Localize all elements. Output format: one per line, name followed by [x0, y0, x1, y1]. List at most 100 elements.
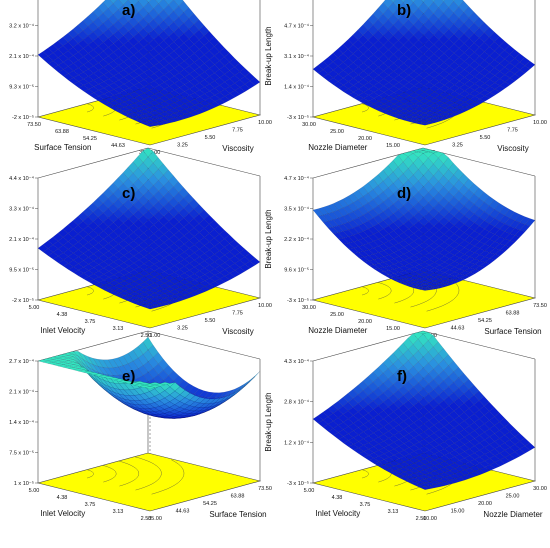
surface-mesh	[37, 0, 261, 127]
z-tick-label: 7.5 x 10⁻⁵	[9, 450, 34, 457]
panel-label: d)	[397, 185, 412, 202]
x-tick-label: 3.75	[85, 502, 96, 508]
y-tick-label: 73.50	[258, 486, 272, 492]
contour-line	[151, 459, 185, 495]
z-tick-label: 9.5 x 10⁻⁵	[9, 267, 34, 274]
z-axis-label: Break-up Length	[264, 26, 273, 85]
x-tick-label: 3.13	[113, 326, 124, 332]
z-tick-label: 3.5 x 10⁻⁴	[284, 206, 309, 213]
x-tick-label: 4.38	[57, 312, 68, 318]
box-edge	[147, 147, 261, 177]
x-tick-label: 3.75	[85, 319, 96, 325]
surface-plot-c: 4.4 x 10⁻⁴ 3.3 x 10⁻⁴ 2.1 x 10⁻⁴ 9.5 x 10⁻⁵…	[0, 147, 275, 365]
y-tick-label: 15.00	[451, 509, 465, 515]
y-tick-label: 44.63	[176, 509, 190, 515]
y-tick-label: 1.00	[150, 333, 161, 339]
z-tick-label: 4.7 x 10⁻⁴	[284, 23, 309, 30]
surface-mesh	[312, 330, 536, 490]
y-tick-label: 3.25	[452, 143, 463, 149]
box-edge	[37, 147, 149, 179]
y-tick-label: 5.50	[205, 135, 216, 141]
surface-svg: 4.3 x 10⁻⁴ 2.8 x 10⁻⁴ 1.2 x 10⁻⁴ -3 x 10⁻⁵ B…	[264, 330, 547, 522]
z-tick-label: 2.8 x 10⁻⁴	[284, 399, 309, 406]
contour-line	[86, 103, 94, 113]
y-tick-label: 25.00	[506, 494, 520, 500]
x-axis-label: Nozzle Diameter	[308, 143, 367, 152]
contour-line	[118, 460, 140, 487]
x-tick-label: 5.00	[304, 488, 315, 494]
z-tick-label: 1.4 x 10⁻⁴	[284, 84, 309, 91]
contour-line	[361, 286, 369, 296]
x-axis-label: Nozzle Diameter	[308, 326, 367, 335]
z-tick-label: -3 x 10⁻⁵	[287, 480, 309, 487]
panel-label: a)	[122, 2, 136, 19]
box-edge	[147, 330, 261, 360]
x-tick-label: 3.13	[113, 509, 124, 515]
surface-plot-d: 4.7 x 10⁻⁴ 3.5 x 10⁻⁴ 2.2 x 10⁻⁴ 9.6 x 10⁻⁵…	[264, 147, 550, 365]
contour-line	[86, 286, 94, 296]
y-tick-label: 7.75	[232, 128, 243, 134]
y-tick-label: 44.63	[451, 326, 465, 332]
surface-mesh	[37, 147, 261, 310]
x-axis-label: Inlet Velocity	[40, 509, 85, 518]
x-tick-label: 2.50	[141, 516, 152, 522]
box-edge	[422, 330, 536, 360]
x-tick-label: 54.25	[83, 136, 97, 142]
contour-line	[361, 469, 369, 479]
box-edge	[312, 330, 424, 362]
x-tick-label: 3.13	[388, 509, 399, 515]
y-tick-label: 10.00	[258, 120, 272, 126]
surface-svg: 6.4 x 10⁻⁴4.7 x 10⁻⁴3.1 x 10⁻⁴1.4 x 10⁻⁴…	[264, 0, 547, 156]
panel-label: c)	[122, 185, 136, 202]
x-tick-label: 73.50	[27, 122, 41, 128]
y-tick-label: 63.88	[506, 311, 520, 317]
z-axis-label: Break-up Length	[264, 392, 273, 451]
x-tick-label: 15.00	[386, 143, 400, 149]
y-tick-label: 20.00	[478, 501, 492, 507]
box-edge	[312, 147, 424, 179]
z-tick-label: 4.3 x 10⁻⁴	[284, 358, 309, 365]
y-tick-label: 54.25	[203, 501, 217, 507]
y-axis-label: Viscosity	[497, 144, 528, 153]
y-tick-label: 7.75	[232, 311, 243, 317]
surface-mesh	[312, 0, 536, 126]
x-tick-label: 3.75	[360, 502, 371, 508]
y-tick-label: 10.00	[533, 120, 547, 126]
y-axis-label: Surface Tension	[209, 510, 266, 519]
z-tick-label: -3 x 10⁻⁵	[287, 114, 309, 121]
z-tick-label: -3 x 10⁻⁵	[287, 297, 309, 304]
x-tick-label: 25.00	[330, 312, 344, 318]
x-tick-label: 63.88	[55, 129, 69, 135]
x-tick-label: 2.50	[141, 333, 152, 339]
contour-line	[86, 469, 94, 479]
z-tick-label: 9.6 x 10⁻⁵	[284, 267, 309, 274]
y-tick-label: 1.00	[150, 150, 161, 156]
x-tick-label: 2.50	[416, 516, 427, 522]
x-tick-label: 30.00	[302, 305, 316, 311]
surface-svg: 4.4 x 10⁻⁴ 3.3 x 10⁻⁴ 2.1 x 10⁻⁴ 9.5 x 10⁻⁵…	[9, 147, 272, 339]
z-tick-label: 2.1 x 10⁻⁴	[9, 53, 34, 60]
x-tick-label: 44.63	[111, 143, 125, 149]
z-tick-label: -2 x 10⁻⁵	[12, 297, 34, 304]
x-tick-label: 4.38	[57, 495, 68, 501]
y-tick-label: 5.50	[480, 135, 491, 141]
x-tick-label: 20.00	[358, 319, 372, 325]
surface-plot-b: 6.4 x 10⁻⁴4.7 x 10⁻⁴3.1 x 10⁻⁴1.4 x 10⁻⁴…	[264, 0, 550, 182]
x-tick-label: 25.00	[330, 129, 344, 135]
surface-svg: 4.3 x 10⁻⁴3.2 x 10⁻⁴2.1 x 10⁻⁴9.3 x 10⁻⁵…	[9, 0, 272, 156]
surface-svg: 2.7 x 10⁻⁴ 2.1 x 10⁻⁴ 1.4 x 10⁻⁴ 7.5 x 10⁻⁵…	[9, 330, 272, 522]
contour-line	[361, 103, 369, 113]
y-tick-label: 54.25	[478, 318, 492, 324]
y-axis-label: Nozzle Diameter	[483, 510, 542, 519]
surface-plot-f: 4.3 x 10⁻⁴ 2.8 x 10⁻⁴ 1.2 x 10⁻⁴ -3 x 10⁻⁵ B…	[264, 330, 550, 548]
y-tick-label: 3.25	[177, 143, 188, 149]
z-tick-label: 1 x 10⁻⁵	[14, 480, 34, 487]
surface-svg: 4.7 x 10⁻⁴ 3.5 x 10⁻⁴ 2.2 x 10⁻⁴ 9.6 x 10⁻⁵…	[264, 147, 547, 339]
x-tick-label: 5.00	[29, 488, 40, 494]
z-axis-label: Break-up Length	[264, 209, 273, 268]
contour-line	[134, 456, 162, 491]
z-tick-label: 1.4 x 10⁻⁴	[9, 419, 34, 426]
z-tick-label: 4.4 x 10⁻⁴	[9, 175, 34, 182]
y-tick-label: 10.00	[258, 303, 272, 309]
surface-mesh	[312, 147, 536, 291]
